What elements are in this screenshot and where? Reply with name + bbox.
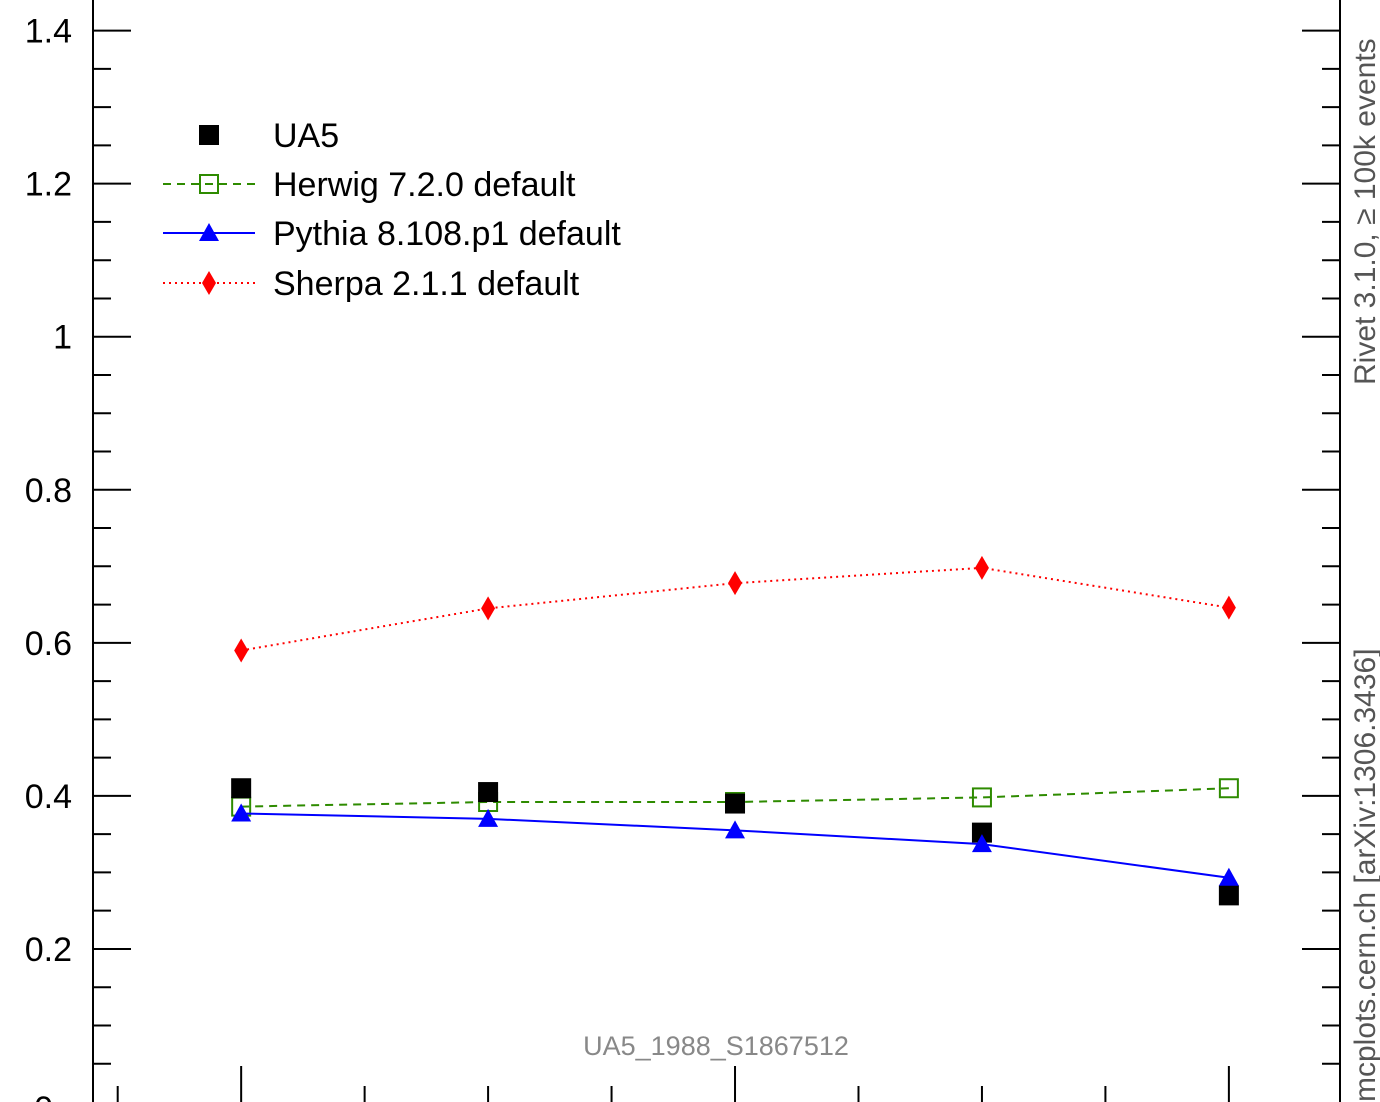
series-pythia-8-108-p1-default <box>231 803 1239 886</box>
data-point-herwig-7-2-0-default <box>971 787 992 808</box>
data-point-ua5 <box>725 793 746 814</box>
y-tick-label: 0.8 <box>25 472 72 510</box>
legend-item-sherpa-2-1-1-default: Sherpa 2.1.1 default <box>163 265 580 303</box>
data-point-ua5 <box>478 782 499 803</box>
legend-label-sherpa-2-1-1-default: Sherpa 2.1.1 default <box>273 265 580 303</box>
y-tick-label-zero-partial: 0 <box>34 1090 53 1102</box>
data-point-ua5 <box>1218 885 1239 906</box>
y-axis-ticks <box>93 29 1340 1065</box>
legend-item-herwig-7-2-0-default: Herwig 7.2.0 default <box>163 166 576 204</box>
data-point-pythia-8-108-p1-default <box>1218 867 1239 886</box>
data-point-pythia-8-108-p1-default <box>971 834 992 853</box>
data-point-herwig-7-2-0-default <box>1218 778 1239 799</box>
x-axis-ticks <box>116 1066 1230 1102</box>
series-ua5 <box>231 778 1239 906</box>
mcplots-credit-label: mcplots.cern.ch [arXiv:1306.3436] <box>1349 648 1380 1102</box>
legend-label-herwig-7-2-0-default: Herwig 7.2.0 default <box>273 166 576 204</box>
legend-marker-sherpa-2-1-1-default <box>202 271 216 295</box>
data-point-sherpa-2-1-1-default <box>1221 595 1236 620</box>
data-point-ua5 <box>971 822 992 843</box>
data-point-ua5 <box>231 778 252 799</box>
legend-item-pythia-8-108-p1-default: Pythia 8.108.p1 default <box>163 215 621 253</box>
data-point-sherpa-2-1-1-default <box>974 555 989 580</box>
rivet-version-label: Rivet 3.1.0, ≥ 100k events <box>1349 38 1380 385</box>
y-tick-label: 1.2 <box>25 166 72 204</box>
data-point-sherpa-2-1-1-default <box>481 596 496 621</box>
data-point-sherpa-2-1-1-default <box>728 571 743 596</box>
legend: UA5 Herwig 7.2.0 default Pythia 8.108.p1 d… <box>163 117 621 303</box>
y-tick-label: 1 <box>53 319 72 357</box>
series-sherpa-2-1-1-default <box>234 555 1236 663</box>
y-axis-tick-labels: 0.2 0.4 0.6 0.8 1 1.2 1.4 <box>25 13 72 969</box>
legend-label-pythia-8-108-p1-default: Pythia 8.108.p1 default <box>273 215 621 253</box>
legend-marker-pythia-8-108-p1-default <box>199 223 219 241</box>
analysis-id-label: UA5_1988_S1867512 <box>583 1031 849 1061</box>
data-point-pythia-8-108-p1-default <box>478 808 499 827</box>
legend-marker-ua5 <box>199 125 219 145</box>
y-tick-label: 0.4 <box>25 778 72 816</box>
y-tick-label: 1.4 <box>25 13 72 51</box>
data-point-sherpa-2-1-1-default <box>234 638 249 663</box>
y-tick-label: 0.2 <box>25 931 72 969</box>
data-point-pythia-8-108-p1-default <box>725 820 746 839</box>
series-layer <box>231 555 1239 906</box>
data-point-pythia-8-108-p1-default <box>231 803 252 822</box>
y-tick-label: 0.6 <box>25 625 72 663</box>
legend-item-ua5: UA5 <box>199 117 339 155</box>
legend-label-ua5: UA5 <box>273 117 339 155</box>
legend-marker-herwig-7-2-0-default <box>199 174 219 194</box>
